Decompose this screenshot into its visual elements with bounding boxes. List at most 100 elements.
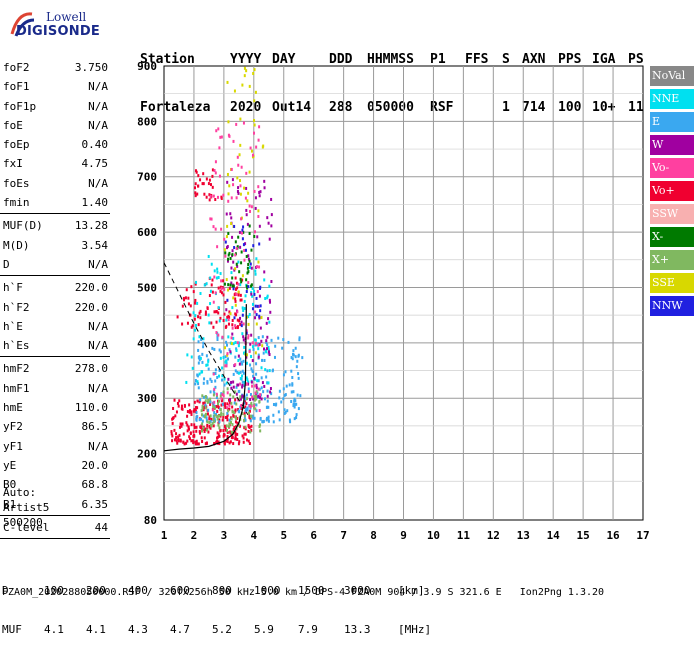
echo-point — [258, 387, 261, 391]
echo-point — [203, 192, 206, 196]
echo-point — [236, 189, 239, 193]
echo-point — [229, 257, 232, 261]
echo-point — [196, 399, 199, 403]
param-row: foF1p N/A — [0, 97, 112, 116]
echo-point — [216, 417, 219, 421]
echo-point — [266, 399, 269, 403]
echo-point — [194, 323, 197, 327]
echo-point — [290, 399, 293, 403]
echo-point — [209, 183, 212, 187]
echo-point — [220, 135, 223, 139]
echo-point — [226, 391, 229, 395]
echo-point — [206, 306, 209, 310]
echo-point — [226, 259, 229, 263]
echo-point — [258, 316, 261, 320]
echo-point — [242, 243, 245, 247]
echo-point — [211, 278, 214, 282]
echo-point — [220, 411, 223, 415]
echo-point — [293, 402, 296, 406]
echo-point — [240, 217, 243, 221]
echo-point — [246, 271, 249, 275]
echo-point — [220, 279, 223, 283]
echo-point — [245, 284, 248, 288]
echo-point — [291, 382, 294, 386]
echo-point — [208, 424, 211, 428]
echo-point — [213, 411, 216, 415]
echo-point — [216, 439, 219, 443]
echo-point — [258, 304, 261, 308]
echo-point — [172, 416, 175, 420]
muf-distance-table: D 100 200 400 600 800 1000 1500 3000 [km] MUF 4.1 4… — [2, 558, 431, 649]
echo-point — [251, 286, 254, 290]
echo-point — [230, 336, 233, 340]
table-cell: 100 — [44, 584, 64, 597]
echo-point — [201, 394, 204, 398]
echo-point — [244, 432, 247, 436]
echo-point — [224, 402, 227, 406]
echo-point — [270, 224, 273, 228]
echo-point — [254, 196, 257, 200]
echo-point — [242, 371, 245, 375]
table-cell: 4.1 — [86, 623, 106, 636]
table-cell: 7.9 — [298, 623, 318, 636]
echo-point — [272, 420, 275, 424]
echo-point — [213, 310, 216, 314]
echo-point — [181, 407, 184, 411]
echo-point — [237, 186, 240, 190]
x-tick-label: 6 — [310, 529, 317, 542]
param-row: fmin 1.40 — [0, 193, 112, 212]
echo-point — [237, 423, 240, 427]
param-row: hmF2 278.0 — [0, 359, 112, 378]
echo-point — [256, 304, 259, 308]
echo-point — [245, 393, 248, 397]
echo-point — [252, 347, 255, 351]
echo-point — [259, 396, 262, 400]
legend-item: Vo- — [650, 158, 694, 178]
echo-point — [266, 369, 269, 373]
echo-point — [259, 423, 262, 427]
echo-point — [243, 258, 246, 262]
echo-point — [218, 368, 221, 372]
echo-point — [284, 393, 287, 397]
echo-point — [275, 402, 278, 406]
echo-point — [213, 414, 216, 418]
echo-point — [226, 172, 229, 176]
echo-point — [236, 264, 239, 268]
echo-point — [240, 250, 243, 254]
echo-point — [250, 354, 253, 358]
x-tick-label: 3 — [221, 529, 228, 542]
y-tick-label: 900 — [137, 60, 157, 73]
echo-point — [234, 408, 237, 412]
echo-point — [254, 269, 257, 273]
echo-point — [246, 222, 249, 226]
echo-point — [247, 315, 250, 319]
echo-point — [239, 357, 242, 361]
echo-point — [188, 410, 191, 414]
echo-point — [210, 379, 213, 383]
echo-point — [247, 191, 250, 195]
echo-point — [231, 405, 234, 409]
echo-point — [212, 389, 215, 393]
echo-point — [246, 408, 249, 412]
station-header: Station YYYY DAY DDD HHMMSS P1 FFS S AXN PPS IGA PS… — [140, 20, 644, 132]
echo-point — [209, 276, 212, 280]
echo-point — [220, 397, 223, 401]
echo-point — [285, 384, 288, 388]
echo-point — [255, 265, 258, 269]
echo-point — [259, 326, 262, 330]
echo-point — [190, 325, 193, 329]
logo-line2: DIGISONDE — [16, 24, 100, 39]
echo-point — [230, 266, 233, 270]
echo-point — [242, 351, 245, 355]
echo-point — [228, 407, 231, 411]
echo-point — [204, 415, 207, 419]
echo-point — [230, 430, 233, 434]
echo-point — [240, 404, 243, 408]
echo-point — [228, 400, 231, 404]
echo-point — [245, 355, 248, 359]
echo-point — [229, 350, 232, 354]
echo-point — [253, 416, 256, 420]
echo-point — [258, 265, 261, 269]
echo-point — [192, 337, 195, 341]
param-name: fmin — [3, 196, 30, 210]
